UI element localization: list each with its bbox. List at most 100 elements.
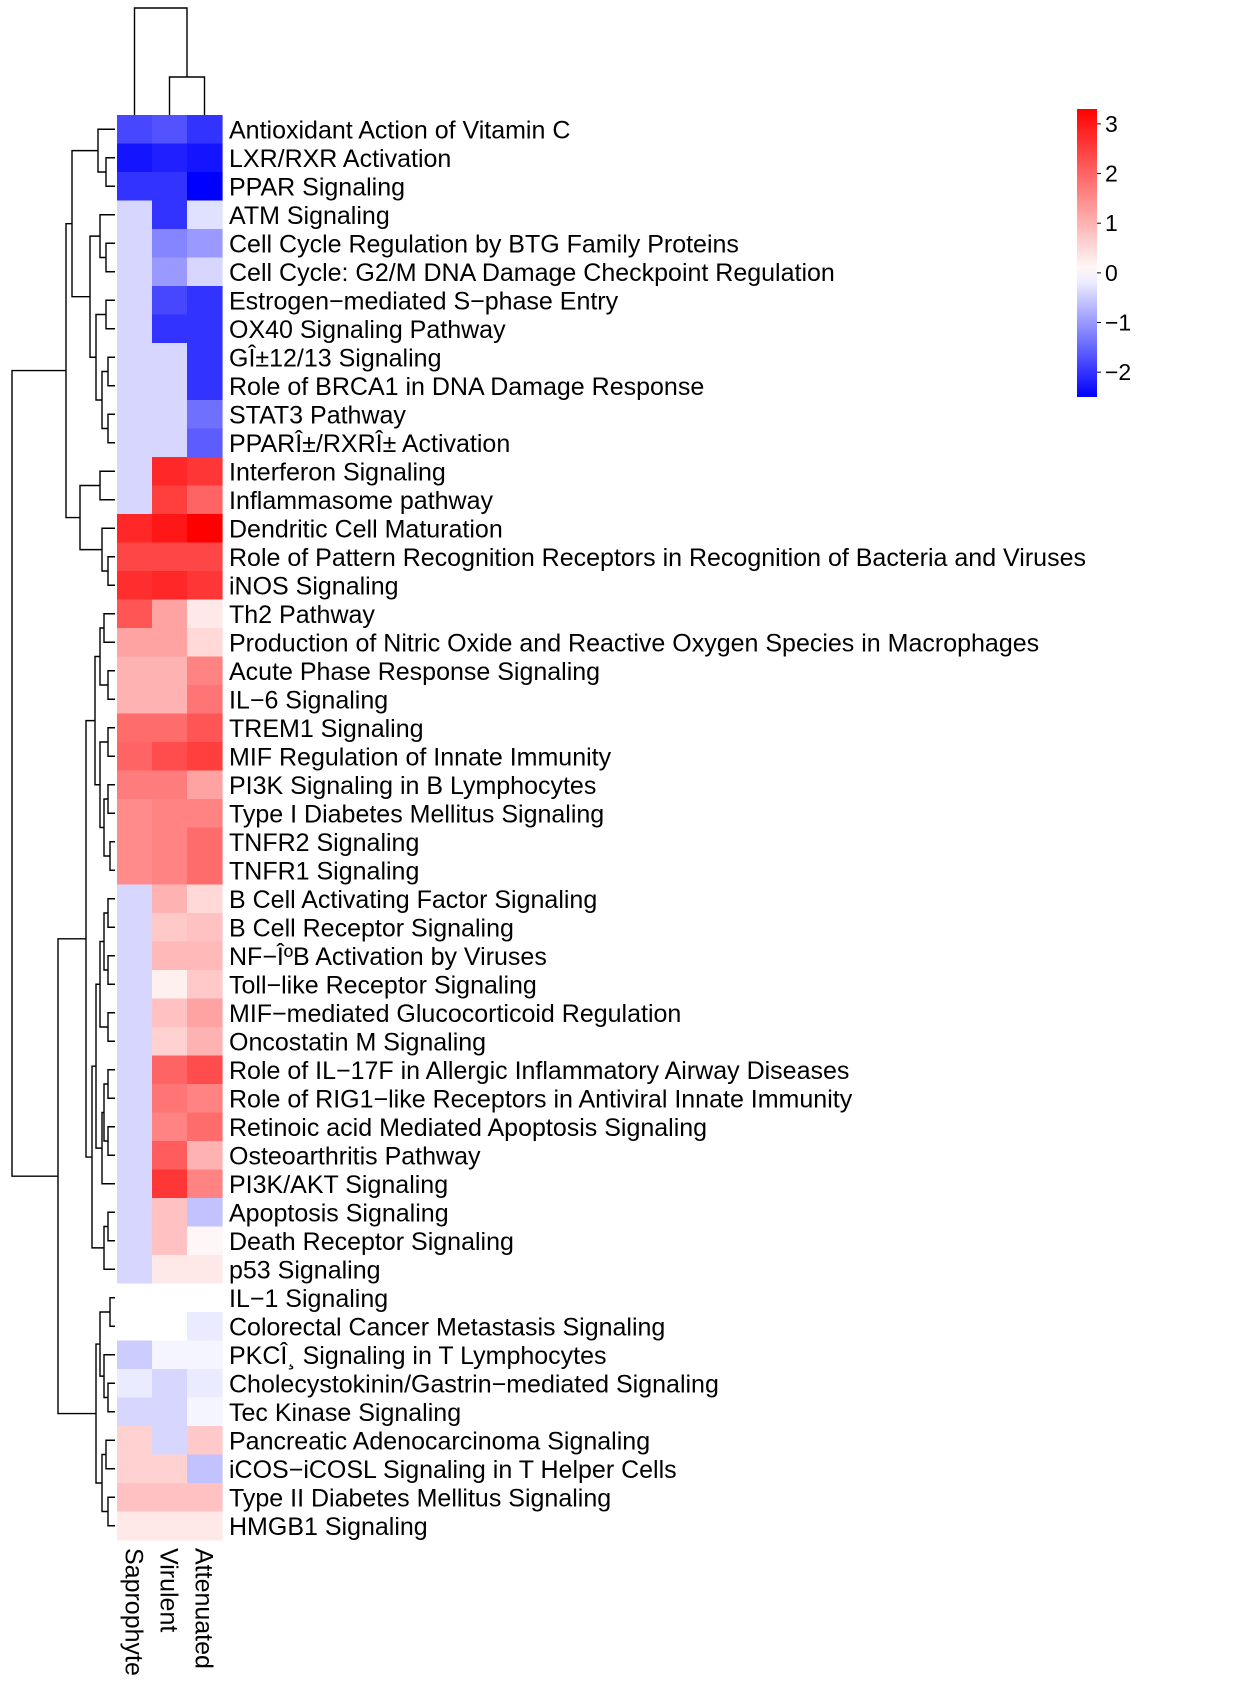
row-label: MIF−mediated Glucocorticoid Regulation bbox=[229, 1000, 681, 1028]
row-dendrogram-branch bbox=[105, 242, 115, 273]
heatmap-cell bbox=[152, 1312, 188, 1342]
heatmap-cell bbox=[152, 941, 188, 971]
heatmap-cell bbox=[117, 1084, 153, 1114]
heatmap-cell bbox=[152, 884, 188, 914]
row-dendrogram-branch bbox=[107, 670, 115, 700]
row-dendrogram-branch bbox=[103, 798, 110, 857]
heatmap-cell bbox=[187, 115, 223, 145]
heatmap-cell bbox=[187, 1226, 223, 1256]
heatmap-cell bbox=[117, 1511, 153, 1541]
row-label: MIF Regulation of Innate Immunity bbox=[229, 743, 612, 771]
row-dendrogram-branch bbox=[103, 613, 115, 643]
row-label: PPARÎ±/RXRÎ± Activation bbox=[229, 429, 510, 458]
heatmap-cell bbox=[117, 1312, 153, 1342]
row-dendrogram-branch bbox=[107, 955, 115, 985]
row-dendrogram-branch bbox=[107, 1012, 115, 1042]
heatmap-cell bbox=[187, 514, 223, 544]
row-dendrogram-branch bbox=[99, 1311, 110, 1377]
row-label: HMGB1 Signaling bbox=[229, 1513, 428, 1541]
heatmap-cell bbox=[152, 998, 188, 1028]
row-dendrogram-branch bbox=[107, 1496, 115, 1527]
heatmap-cell bbox=[152, 172, 188, 202]
color-legend-tick-label: 2 bbox=[1105, 161, 1118, 187]
row-label: Tec Kinase Signaling bbox=[229, 1399, 461, 1427]
heatmap-cell bbox=[117, 941, 153, 971]
heatmap-cell bbox=[152, 770, 188, 800]
row-label: Type I Diabetes Mellitus Signaling bbox=[229, 800, 604, 828]
column-dendrogram bbox=[133, 7, 206, 115]
row-dendrogram-branch bbox=[103, 1354, 115, 1399]
row-dendrogram-branch bbox=[105, 157, 115, 187]
row-dendrogram-branch bbox=[89, 235, 100, 358]
heatmap-cell bbox=[187, 1084, 223, 1114]
row-dendrogram-branch bbox=[71, 149, 98, 298]
heatmap-cells bbox=[117, 115, 223, 1541]
row-dendrogram-branch bbox=[101, 370, 108, 430]
row-label: B Cell Activating Factor Signaling bbox=[229, 886, 597, 914]
row-dendrogram-branch bbox=[107, 784, 115, 814]
heatmap-cell bbox=[152, 1112, 188, 1142]
row-label: PKCÎ¸ Signaling in T Lymphocytes bbox=[229, 1341, 607, 1370]
heatmap-cell bbox=[117, 343, 153, 373]
heatmap-cell bbox=[117, 856, 153, 886]
row-dendrogram-branch bbox=[105, 299, 115, 330]
column-labels: Saprophyte Virulent Attenuated bbox=[120, 1548, 218, 1676]
heatmap-cell bbox=[152, 200, 188, 230]
color-legend-tick-label: −1 bbox=[1105, 310, 1131, 336]
row-label: Apoptosis Signaling bbox=[229, 1199, 449, 1227]
heatmap-cell bbox=[117, 1483, 153, 1513]
row-dendrogram-branch bbox=[57, 938, 96, 1415]
heatmap-cell bbox=[187, 1369, 223, 1399]
heatmap-cell bbox=[187, 1340, 223, 1370]
heatmap-cell bbox=[187, 913, 223, 943]
column-dendrogram-branch bbox=[168, 76, 206, 115]
row-label: GÎ±12/13 Signaling bbox=[229, 343, 441, 372]
heatmap-cell bbox=[152, 542, 188, 572]
heatmap-cell bbox=[152, 1198, 188, 1228]
heatmap-cell bbox=[187, 542, 223, 572]
row-dendrogram-branch bbox=[79, 484, 102, 551]
heatmap-cell bbox=[187, 1483, 223, 1513]
row-dendrogram-branch bbox=[107, 1211, 115, 1242]
row-label: Cell Cycle: G2/M DNA Damage Checkpoint R… bbox=[229, 259, 835, 287]
heatmap-cell bbox=[187, 770, 223, 800]
heatmap-cell bbox=[117, 1027, 153, 1057]
heatmap-cell bbox=[117, 1169, 153, 1199]
heatmap-cell bbox=[152, 257, 188, 287]
heatmap-cell bbox=[187, 713, 223, 743]
heatmap-cell bbox=[117, 457, 153, 487]
heatmap-cell bbox=[187, 485, 223, 515]
heatmap-cell bbox=[152, 1426, 188, 1456]
heatmap-cell bbox=[152, 1397, 188, 1427]
color-legend: 3 2 1 0 −1 −2 bbox=[1077, 109, 1131, 397]
heatmap-cell bbox=[117, 1340, 153, 1370]
heatmap-cell bbox=[117, 229, 153, 259]
row-dendrogram-branch bbox=[107, 556, 115, 586]
row-dendrogram-branch bbox=[99, 214, 115, 259]
row-label: Role of Pattern Recognition Receptors in… bbox=[229, 544, 1086, 572]
heatmap-cell bbox=[117, 1369, 153, 1399]
row-label: PPAR Signaling bbox=[229, 173, 405, 201]
row-label: Antioxidant Action of Vitamin C bbox=[229, 116, 570, 144]
heatmap-cell bbox=[117, 257, 153, 287]
row-label: STAT3 Pathway bbox=[229, 401, 406, 429]
heatmap-cell bbox=[117, 400, 153, 430]
heatmap-cell bbox=[152, 1055, 188, 1085]
heatmap-cell bbox=[117, 599, 153, 629]
heatmap-cell bbox=[152, 913, 188, 943]
heatmap-cell bbox=[187, 1027, 223, 1057]
row-dendrogram-branch bbox=[109, 841, 115, 871]
heatmap-cell bbox=[117, 485, 153, 515]
heatmap-cell bbox=[187, 257, 223, 287]
row-label: Death Receptor Signaling bbox=[229, 1228, 514, 1256]
row-dendrogram-branch bbox=[65, 222, 80, 519]
row-label: IL−1 Signaling bbox=[229, 1285, 388, 1313]
heatmap-cell bbox=[187, 371, 223, 401]
row-label: IL−6 Signaling bbox=[229, 686, 388, 714]
heatmap-cell bbox=[152, 1511, 188, 1541]
row-dendrogram-branch bbox=[107, 727, 115, 757]
heatmap-cell bbox=[187, 1141, 223, 1171]
heatmap-cell bbox=[117, 143, 153, 173]
heatmap-cell bbox=[152, 827, 188, 857]
heatmap-cell bbox=[152, 229, 188, 259]
